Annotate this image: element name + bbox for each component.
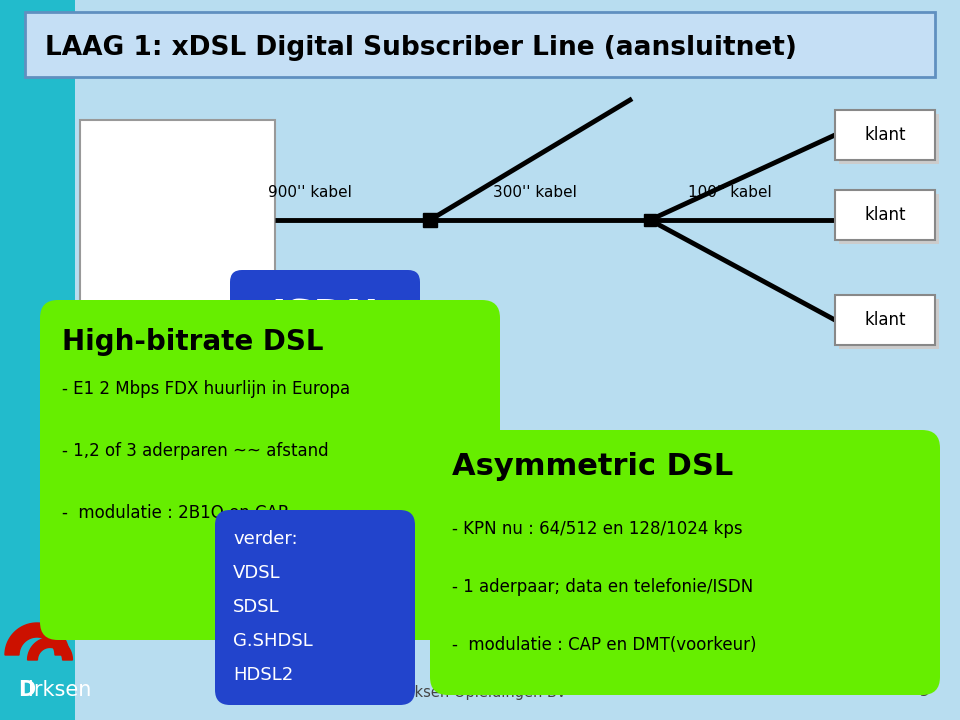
Text: klant: klant (864, 311, 905, 329)
Text: 100'' kabel: 100'' kabel (688, 185, 772, 200)
Text: - 1 aderpaar; data en telefonie/ISDN: - 1 aderpaar; data en telefonie/ISDN (452, 578, 754, 596)
FancyBboxPatch shape (430, 430, 940, 695)
FancyBboxPatch shape (835, 190, 935, 240)
Text: D: D (18, 680, 36, 700)
Text: HDSL2: HDSL2 (233, 666, 293, 684)
Text: Asymmetric DSL: Asymmetric DSL (452, 452, 733, 481)
Text: 300'' kabel: 300'' kabel (493, 185, 577, 200)
FancyBboxPatch shape (839, 299, 939, 349)
FancyBboxPatch shape (835, 295, 935, 345)
Text: LAAG 1: xDSL Digital Subscriber Line (aansluitnet): LAAG 1: xDSL Digital Subscriber Line (aa… (45, 35, 797, 61)
Polygon shape (5, 623, 69, 655)
Text: verder:: verder: (233, 530, 298, 548)
Text: 9: 9 (919, 682, 930, 700)
Text: VDSL: VDSL (233, 564, 280, 582)
FancyBboxPatch shape (0, 0, 75, 720)
Text: G.SHDSL: G.SHDSL (233, 632, 313, 650)
Text: klant: klant (864, 126, 905, 144)
FancyBboxPatch shape (835, 110, 935, 160)
Text: 900'' kabel: 900'' kabel (268, 185, 352, 200)
Text: - E1 2 Mbps FDX huurlijn in Europa: - E1 2 Mbps FDX huurlijn in Europa (62, 380, 350, 398)
Text: Dirksen Opleidingen BV: Dirksen Opleidingen BV (394, 685, 566, 700)
Polygon shape (28, 638, 72, 660)
Text: -  modulatie : CAP en DMT(voorkeur): - modulatie : CAP en DMT(voorkeur) (452, 636, 756, 654)
FancyBboxPatch shape (230, 270, 420, 365)
Text: - KPN nu : 64/512 en 128/1024 kps: - KPN nu : 64/512 en 128/1024 kps (452, 520, 743, 538)
Text: OTFC: OTFC (90, 310, 134, 328)
FancyBboxPatch shape (40, 300, 500, 640)
FancyBboxPatch shape (80, 120, 275, 460)
Text: - 1,2 of 3 aderparen ~~ afstand: - 1,2 of 3 aderparen ~~ afstand (62, 442, 328, 460)
Text: -  modulatie : 2B1Q en CAP: - modulatie : 2B1Q en CAP (62, 504, 288, 522)
FancyBboxPatch shape (25, 12, 935, 77)
FancyBboxPatch shape (215, 510, 415, 705)
FancyBboxPatch shape (839, 194, 939, 244)
FancyBboxPatch shape (839, 114, 939, 164)
Text: klant: klant (864, 206, 905, 224)
Text: ISDN: ISDN (272, 299, 378, 336)
Text: SDSL: SDSL (233, 598, 279, 616)
Text: High-bitrate DSL: High-bitrate DSL (62, 328, 324, 356)
Text: irksen: irksen (28, 680, 91, 700)
